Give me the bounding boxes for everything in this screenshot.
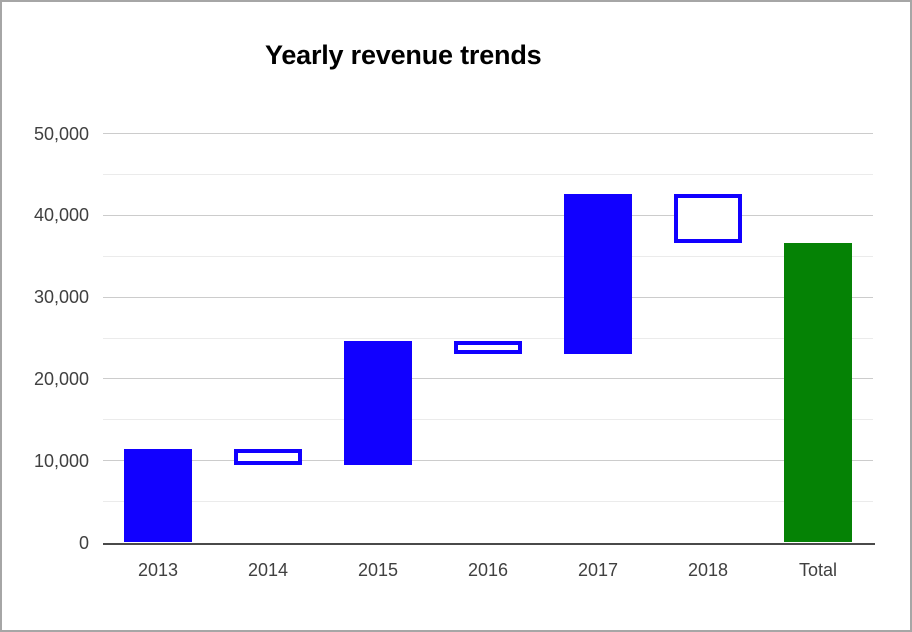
gridline-major [103, 296, 873, 298]
x-axis-label-2014: 2014 [247, 560, 289, 580]
waterfall-bar-2018[interactable] [674, 194, 742, 244]
y-tick-label: 10,000 [33, 450, 89, 471]
x-axis-label-2015: 2015 [357, 560, 399, 580]
gridline-minor [103, 173, 873, 175]
x-axis-label-2016: 2016 [467, 560, 509, 580]
x-axis-label-2013: 2013 [137, 560, 179, 580]
waterfall-bar-2017[interactable] [564, 194, 632, 354]
waterfall-bar-total[interactable] [784, 243, 852, 543]
gridline-minor [103, 419, 873, 421]
y-tick-label: 20,000 [33, 368, 89, 389]
gridline-major [103, 214, 873, 216]
gridline-minor [103, 255, 873, 257]
gridline-minor [103, 337, 873, 339]
y-tick-label: 50,000 [33, 123, 89, 144]
waterfall-bar-2016[interactable] [454, 340, 522, 354]
x-axis-label-2018: 2018 [687, 560, 729, 580]
y-tick-label: 30,000 [33, 287, 89, 308]
gridline-major [103, 378, 873, 380]
waterfall-bar-2015[interactable] [344, 340, 412, 465]
gridline-major [103, 133, 873, 134]
gridline-major [103, 460, 873, 462]
waterfall-bar-2014[interactable] [234, 449, 302, 465]
x-axis-label-2017: 2017 [577, 560, 619, 580]
waterfall-bar-2013[interactable] [124, 449, 192, 543]
gridline-minor [103, 501, 873, 503]
x-axis-line [103, 542, 875, 545]
y-tick-label: 0 [78, 532, 89, 553]
chart-title: Yearly revenue trends [265, 40, 542, 70]
y-tick-label: 40,000 [33, 205, 89, 226]
x-axis-label-total: Total [798, 560, 838, 580]
